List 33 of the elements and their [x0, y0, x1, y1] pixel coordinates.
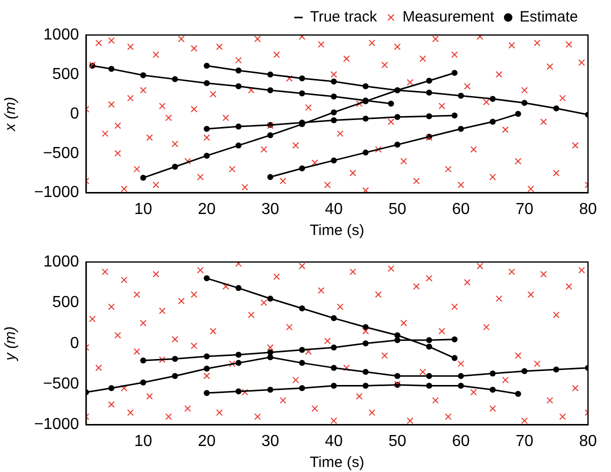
y-tick-label: 1000 — [43, 26, 80, 44]
x-tick-label: 80 — [579, 432, 597, 450]
legend-label: Measurement — [402, 8, 495, 26]
x-tick-label: 20 — [198, 432, 216, 450]
y-axis-title: x (m) — [2, 96, 20, 132]
x-tick-label: 40 — [324, 200, 343, 218]
y-tick-label: 0 — [70, 105, 80, 122]
y-tick-label: 0 — [70, 334, 80, 352]
x-tick-label: 60 — [452, 432, 470, 450]
y-tick-label: 1000 — [43, 253, 80, 270]
x-tick-label: 20 — [198, 200, 216, 218]
x-tick-label: 40 — [324, 432, 343, 450]
x-tick-label: 50 — [388, 432, 406, 450]
y-tick-label: 500 — [52, 294, 80, 312]
x-tick-label: 30 — [261, 200, 280, 218]
x-tick-label: 10 — [134, 432, 152, 450]
legend-label: True track — [310, 8, 378, 26]
y-tick-label: −1000 — [34, 184, 80, 202]
x-tick-label: 60 — [452, 200, 470, 218]
x-axis-title: Time (s) — [310, 222, 364, 240]
y-tick-label: −1000 — [34, 416, 80, 434]
y-tick-label: 500 — [52, 66, 80, 83]
x-tick-label: 50 — [388, 200, 406, 218]
x-tick-label: 10 — [134, 200, 152, 218]
legend-label: Estimate — [520, 8, 578, 26]
x-tick-label: 30 — [261, 432, 280, 450]
x-axis-title: Time (s) — [310, 454, 364, 472]
y-tick-label: −500 — [42, 144, 80, 162]
y-tick-label: −500 — [42, 376, 80, 393]
x-tick-label: 70 — [516, 432, 534, 450]
x-tick-label: 80 — [579, 200, 597, 218]
x-tick-label: 70 — [516, 200, 534, 218]
y-axis-title: y (m) — [2, 326, 20, 362]
